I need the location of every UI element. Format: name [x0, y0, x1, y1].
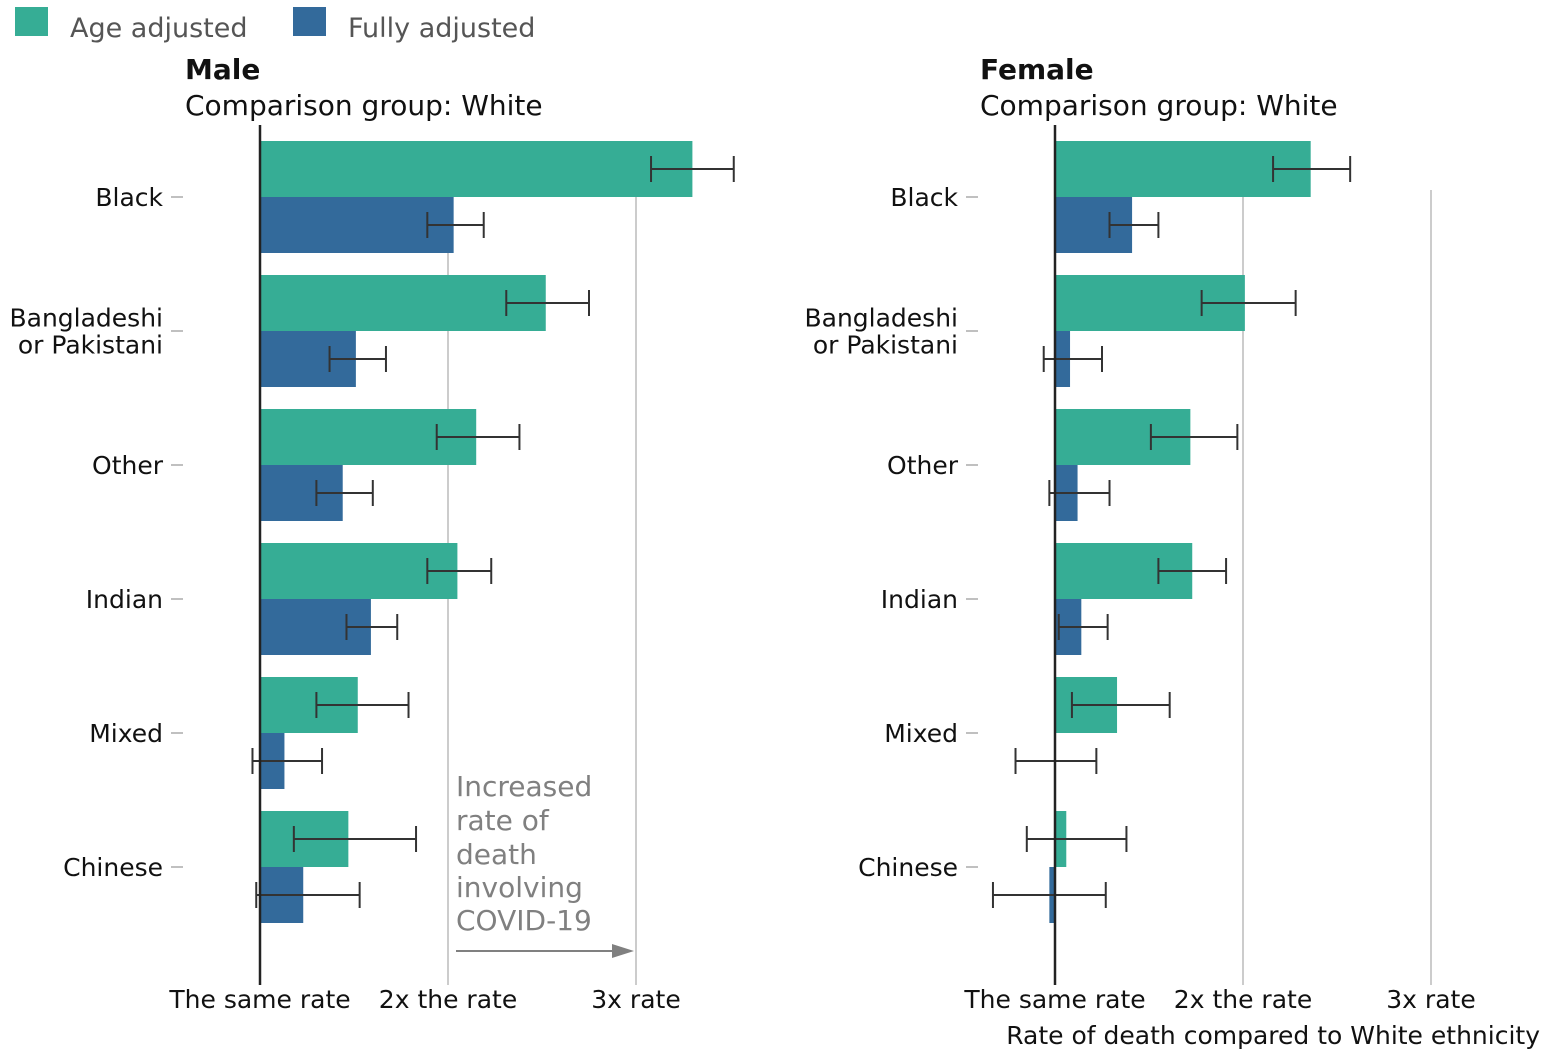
- bar-age-adjusted: [260, 275, 546, 331]
- female-panel-subtitle: Comparison group: White: [980, 89, 1338, 122]
- x-axis-title: Rate of death compared to White ethnicit…: [1006, 1021, 1540, 1050]
- female-panel: The same rate 2x the rate 3x rate Black Bang…: [804, 125, 1476, 1014]
- legend-swatch-age-adjusted: [15, 7, 48, 36]
- annotation-line-4: involving: [456, 871, 583, 904]
- legend-label-age-adjusted: Age adjusted: [70, 13, 248, 44]
- x-tick-label: 2x the rate: [1174, 985, 1312, 1014]
- annotation-line-1: Increased: [456, 770, 592, 803]
- x-tick-label: 2x the rate: [379, 985, 517, 1014]
- annotation-line-5: COVID-19: [456, 904, 592, 937]
- bar-fully-adjusted: [260, 197, 454, 253]
- category-label: Indian: [86, 585, 163, 614]
- category-label: or Pakistani: [813, 331, 958, 360]
- increase-annotation: Increased rate of death involving COVID-…: [456, 770, 634, 958]
- category-label: Other: [92, 451, 164, 480]
- x-tick-label: The same rate: [168, 985, 350, 1014]
- category-label: Other: [887, 451, 959, 480]
- x-tick-label: 3x rate: [591, 985, 680, 1014]
- bar-age-adjusted: [260, 141, 693, 197]
- category-label: Indian: [881, 585, 958, 614]
- male-panel-subtitle: Comparison group: White: [185, 89, 543, 122]
- legend-label-fully-adjusted: Fully adjusted: [348, 13, 535, 44]
- male-panel-title: Male: [185, 53, 260, 86]
- category-label: Bangladeshi: [9, 304, 163, 333]
- x-tick-label: 3x rate: [1386, 985, 1475, 1014]
- female-panel-title: Female: [980, 53, 1094, 86]
- category-label: Chinese: [858, 853, 958, 882]
- annotation-line-3: death: [456, 838, 537, 871]
- category-label: Bangladeshi: [804, 304, 958, 333]
- category-label: Mixed: [884, 719, 958, 748]
- category-label: Chinese: [63, 853, 163, 882]
- legend-swatch-fully-adjusted: [293, 7, 326, 36]
- male-panel: The same rate 2x the rate 3x rate Black Bang…: [9, 125, 735, 1014]
- category-label: or Pakistani: [18, 331, 163, 360]
- legend: Age adjusted Fully adjusted: [15, 7, 535, 44]
- annotation-line-2: rate of: [456, 804, 550, 837]
- bar-age-adjusted: [260, 543, 458, 599]
- category-label: Black: [890, 183, 958, 212]
- bar-age-adjusted: [1055, 141, 1311, 197]
- annotation-arrow-head: [612, 944, 634, 958]
- category-label: Mixed: [89, 719, 163, 748]
- category-label: Black: [95, 183, 163, 212]
- x-tick-label: The same rate: [963, 985, 1145, 1014]
